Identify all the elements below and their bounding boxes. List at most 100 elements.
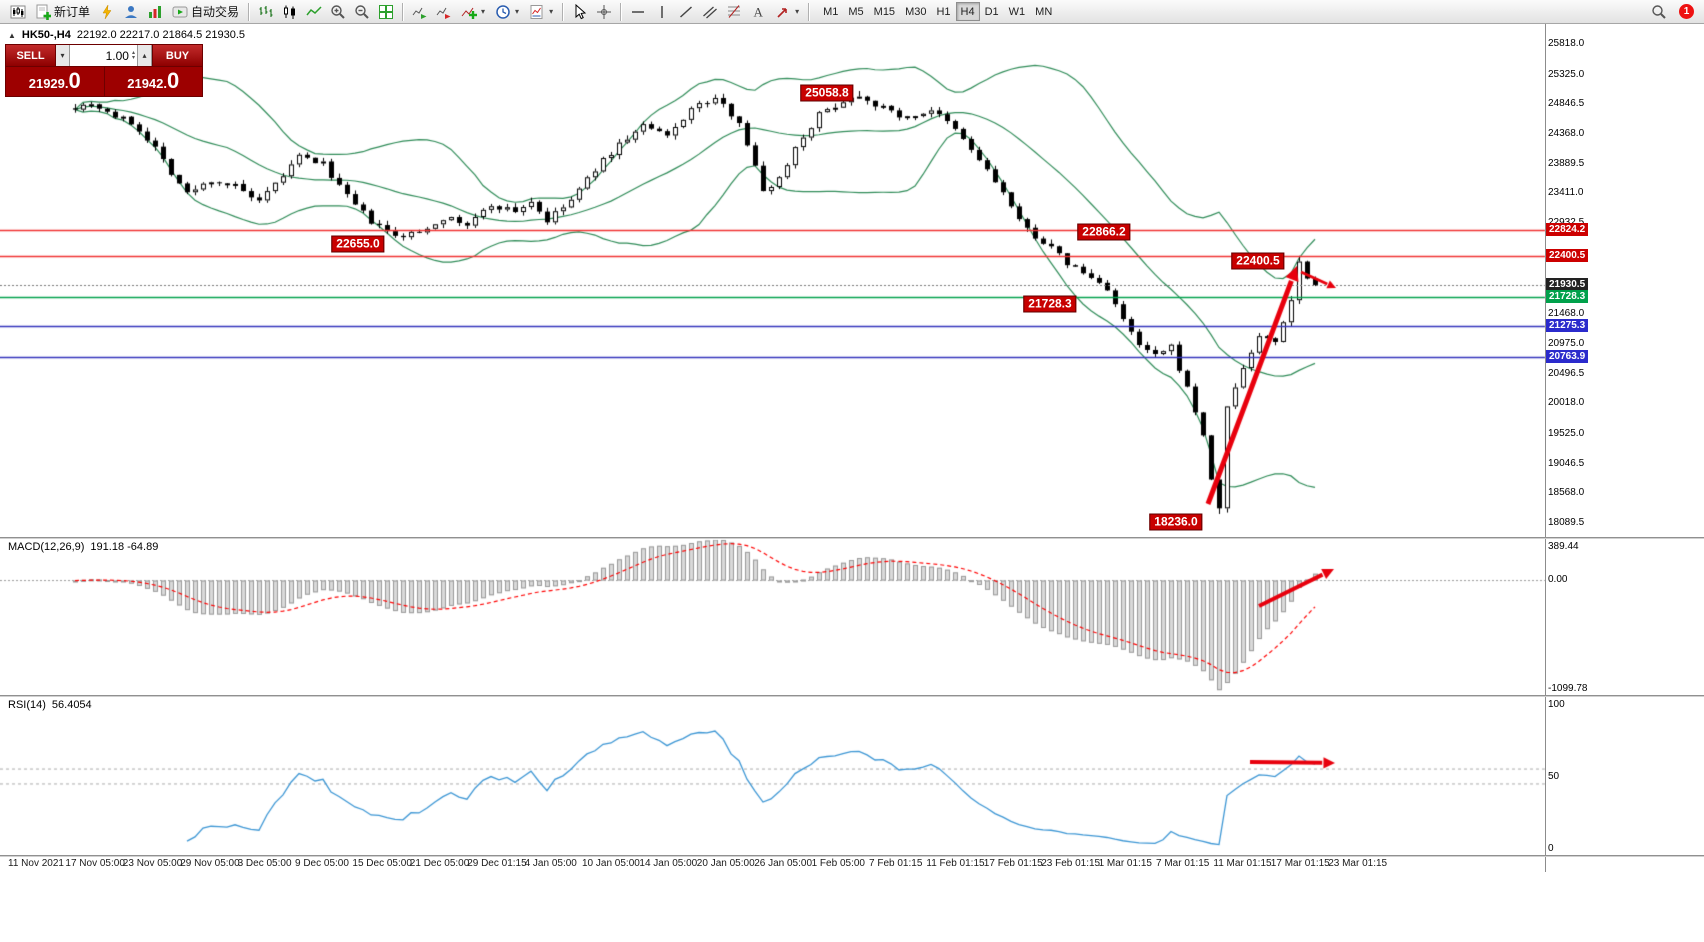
autoscroll-icon (412, 7, 427, 19)
bar-chart-button[interactable] (254, 2, 278, 22)
buy-button[interactable]: BUY (152, 45, 202, 66)
autotrading-play-icon (172, 6, 188, 17)
symbol-info: ▲ HK50-,H4 22192.0 22217.0 21864.5 21930… (8, 29, 245, 41)
time-axis-label: 29 Dec 01:15 (467, 858, 527, 869)
signals-button[interactable] (143, 2, 167, 22)
spin-up-icon: ▴ (131, 49, 135, 56)
timeframe-w1[interactable]: W1 (1008, 5, 1026, 18)
sell-price[interactable]: 21929. 0 (6, 67, 104, 96)
time-axis-label: 29 Nov 05:00 (180, 858, 240, 869)
horizontal-line-button[interactable] (626, 2, 650, 22)
one-click-toggle[interactable]: ▲ (8, 30, 16, 40)
timeframe-h4[interactable]: H4 (955, 2, 980, 21)
text-label-button[interactable]: A (746, 2, 770, 22)
indicators-button[interactable]: ▾ (456, 2, 490, 22)
ohlc-values: 22192.0 22217.0 21864.5 21930.5 (76, 29, 246, 41)
chart-price-label[interactable]: 18236.0 (1149, 513, 1203, 531)
chart-price-label[interactable]: 22655.0 (331, 235, 385, 253)
time-axis-label: 21 Dec 05:00 (409, 858, 470, 869)
vertical-line-button[interactable] (650, 2, 674, 22)
rsi-window-separator[interactable] (0, 695, 1704, 697)
svg-text:A: A (754, 4, 764, 19)
new-order-button[interactable]: 新订单 (30, 2, 95, 22)
clock-icon (496, 4, 510, 19)
volume-value: 1.00 (105, 48, 129, 63)
channel-button[interactable] (698, 2, 722, 22)
zoom-out-button[interactable] (350, 2, 374, 22)
buy-options-caret[interactable]: ▴ (138, 45, 152, 66)
cursor-button[interactable] (568, 2, 592, 22)
timeframe-m1[interactable]: M1 (823, 5, 839, 18)
time-axis-label: 23 Mar 01:15 (1328, 858, 1388, 869)
bar-chart-icon (259, 5, 273, 17)
trendline-button[interactable] (674, 2, 698, 22)
chart-price-label[interactable]: 22400.5 (1231, 252, 1285, 270)
timeframe-m15[interactable]: M15 (873, 5, 896, 18)
notification-badge[interactable]: 1 (1679, 4, 1694, 19)
new-order-label: 新订单 (54, 5, 91, 19)
rsi-value: 56.4054 (51, 699, 92, 711)
time-axis-label: 9 Dec 05:00 (295, 858, 349, 869)
time-axis: 11 Nov 2021 17 Nov 05:00 23 Nov 05:00 29 No… (0, 856, 1704, 872)
search-button[interactable] (1647, 2, 1671, 22)
top-toolbar: 新订单 自动交易 (0, 0, 1704, 24)
chevron-down-icon: ▾ (515, 7, 520, 16)
timeframe-m30[interactable]: M30 (905, 5, 927, 18)
candlestick-chart-button[interactable] (278, 2, 302, 22)
fibonacci-button[interactable] (722, 2, 746, 22)
timeframe-group: M1 M5 M15 M30 H1 H4 D1 W1 MN (818, 2, 1057, 21)
zoom-in-button[interactable] (326, 2, 350, 22)
time-axis-label: 7 Mar 01:15 (1156, 858, 1210, 869)
chart-shift-icon (436, 7, 451, 19)
chart-window-button[interactable] (6, 2, 30, 22)
time-axis-label: 10 Jan 05:00 (582, 858, 640, 869)
timeframe-d1[interactable]: D1 (984, 5, 999, 18)
timeframe-m5[interactable]: M5 (848, 5, 864, 18)
autotrading-label: 自动交易 (191, 5, 240, 19)
macd-values: 191.18 -64.89 (90, 541, 159, 553)
periods-button[interactable]: ▾ (490, 2, 524, 22)
chart-shift-button[interactable] (432, 2, 456, 22)
chart-price-label[interactable]: 21728.3 (1023, 295, 1077, 313)
templates-button[interactable]: ▾ (524, 2, 558, 22)
one-click-trade-panel: SELL ▾ 1.00 ▴ ▾ ▴ BUY 21929. 0 21942. 0 (5, 44, 203, 97)
macd-header: MACD(12,26,9) 191.18 -64.89 (8, 541, 158, 553)
spin-down-icon: ▾ (131, 54, 135, 61)
sell-button[interactable]: SELL (6, 45, 56, 66)
autotrading-button[interactable]: 自动交易 (167, 2, 244, 22)
sell-price-big-digit: 0 (68, 68, 81, 93)
time-axis-label: 23 Nov 05:00 (122, 858, 183, 869)
crosshair-button[interactable] (592, 2, 616, 22)
timeframe-h1[interactable]: H1 (936, 5, 951, 18)
chart-window-icon (10, 5, 26, 18)
toolbar-separator (402, 2, 405, 21)
volume-input[interactable]: 1.00 ▴ ▾ (70, 45, 138, 66)
macd-name: MACD(12,26,9) (8, 541, 85, 553)
timeframe-mn[interactable]: MN (1035, 5, 1053, 18)
chart-price-label[interactable]: 22866.2 (1077, 223, 1131, 241)
line-chart-button[interactable] (302, 2, 326, 22)
trade-panel-prices: 21929. 0 21942. 0 (6, 66, 202, 96)
person-icon (125, 5, 138, 18)
buy-price-value: 21942. (127, 76, 167, 91)
autoscroll-button[interactable] (408, 2, 432, 22)
sell-price-value: 21929. (28, 76, 69, 91)
macd-window-separator[interactable] (0, 537, 1704, 539)
chevron-down-icon: ▾ (481, 7, 486, 16)
time-axis-label: 14 Jan 05:00 (639, 858, 698, 869)
community-button[interactable] (119, 2, 143, 22)
chevron-down-icon: ▾ (549, 7, 554, 16)
new-order-icon (36, 4, 51, 20)
time-axis-label: 4 Jan 05:00 (524, 858, 577, 869)
time-axis-label: 20 Jan 05:00 (696, 858, 755, 869)
buy-price[interactable]: 21942. 0 (105, 67, 203, 96)
calendar-button[interactable] (95, 2, 119, 22)
arrows-objects-button[interactable]: ▾ (770, 2, 804, 22)
tile-windows-button[interactable] (374, 2, 398, 22)
indicators-icon (461, 7, 478, 19)
chart-price-label[interactable]: 25058.8 (800, 84, 854, 102)
sell-options-caret[interactable]: ▾ (56, 45, 70, 66)
volume-stepper[interactable]: ▴ ▾ (131, 49, 135, 61)
price-axis-separator (1545, 24, 1546, 872)
